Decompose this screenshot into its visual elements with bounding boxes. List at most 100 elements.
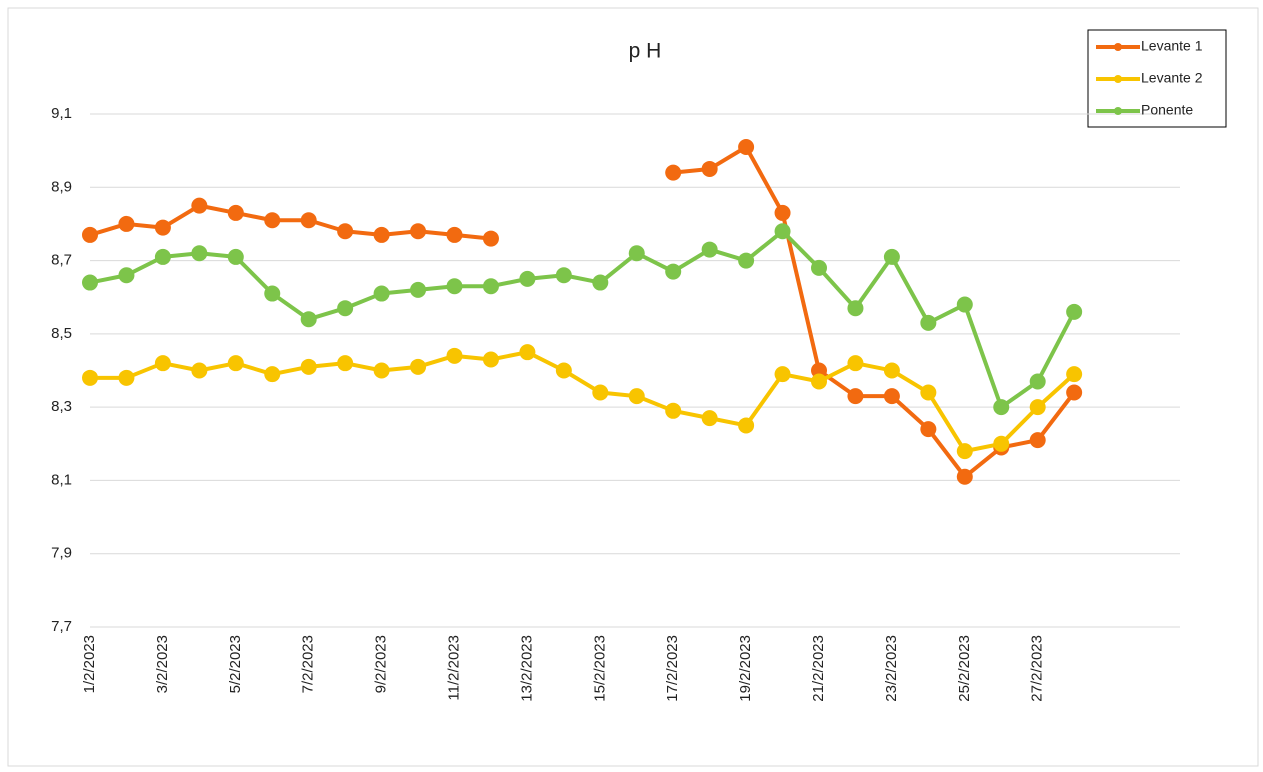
legend-marker xyxy=(1114,107,1122,115)
point xyxy=(628,245,645,262)
point xyxy=(118,267,135,284)
x-tick-label: 25/2/2023 xyxy=(956,635,973,702)
point xyxy=(993,435,1010,452)
point xyxy=(665,164,682,181)
x-tick-label: 17/2/2023 xyxy=(664,635,681,702)
point xyxy=(264,285,281,302)
point xyxy=(701,241,718,258)
point xyxy=(410,281,427,298)
point xyxy=(956,296,973,313)
legend-label: Levante 2 xyxy=(1141,70,1203,86)
point xyxy=(82,274,98,291)
point xyxy=(82,369,98,386)
point xyxy=(373,285,390,302)
x-tick-label: 1/2/2023 xyxy=(81,635,98,693)
point xyxy=(154,355,171,372)
point xyxy=(373,226,390,243)
point xyxy=(555,362,572,379)
point xyxy=(920,384,937,401)
x-tick-label: 19/2/2023 xyxy=(737,635,754,702)
y-tick-label: 8,7 xyxy=(51,252,72,269)
point xyxy=(446,347,463,364)
point xyxy=(82,226,98,243)
y-tick-label: 8,3 xyxy=(51,398,72,415)
x-tick-label: 7/2/2023 xyxy=(300,635,317,693)
point xyxy=(701,160,718,177)
point xyxy=(482,278,499,295)
point xyxy=(410,223,427,240)
point xyxy=(738,138,755,155)
point xyxy=(811,362,827,379)
point xyxy=(1066,303,1083,320)
point xyxy=(665,402,682,419)
x-tick-label: 15/2/2023 xyxy=(591,635,608,702)
legend-marker xyxy=(1114,43,1122,51)
point xyxy=(300,212,317,229)
y-tick-label: 7,7 xyxy=(51,618,72,635)
x-tick-label: 23/2/2023 xyxy=(883,635,900,702)
point xyxy=(482,351,499,368)
point xyxy=(883,362,900,379)
chart-frame xyxy=(7,7,1259,767)
point xyxy=(264,366,281,383)
point xyxy=(701,410,718,427)
y-tick-label: 8,1 xyxy=(51,471,72,488)
point xyxy=(373,362,390,379)
point xyxy=(883,248,900,265)
chart-title: p H xyxy=(629,40,662,63)
point xyxy=(482,230,499,247)
point xyxy=(227,248,244,265)
point xyxy=(811,259,827,276)
point xyxy=(1029,373,1046,390)
x-tick-label: 11/2/2023 xyxy=(445,635,462,701)
point xyxy=(191,245,208,262)
point xyxy=(628,388,645,405)
series-line xyxy=(90,350,1076,454)
y-tick-label: 8,5 xyxy=(51,325,72,342)
point xyxy=(300,311,317,328)
point xyxy=(883,388,900,405)
point xyxy=(154,248,171,265)
point xyxy=(956,468,973,485)
point xyxy=(592,274,609,291)
point xyxy=(847,388,864,405)
point xyxy=(847,300,864,317)
y-tick-label: 8,9 xyxy=(51,178,72,195)
x-tick-label: 9/2/2023 xyxy=(373,635,390,693)
point xyxy=(227,355,244,372)
point xyxy=(1029,432,1046,449)
point xyxy=(956,443,973,460)
legend-label: Levante 1 xyxy=(1141,38,1203,54)
point xyxy=(446,226,463,243)
x-tick-label: 5/2/2023 xyxy=(227,635,244,693)
point xyxy=(410,358,427,375)
point xyxy=(300,358,317,375)
point xyxy=(1066,384,1083,401)
y-tick-label: 9,1 xyxy=(51,105,72,122)
point xyxy=(337,223,354,240)
point xyxy=(774,204,791,221)
point xyxy=(519,270,536,287)
point xyxy=(774,223,791,240)
point xyxy=(592,384,609,401)
point xyxy=(1029,399,1046,416)
point xyxy=(519,344,536,361)
point xyxy=(920,421,937,438)
point xyxy=(264,212,281,229)
series-line xyxy=(89,229,1076,410)
point xyxy=(118,215,135,232)
x-tick-label: 3/2/2023 xyxy=(154,635,171,693)
x-tick-label: 21/2/2023 xyxy=(810,635,827,702)
point xyxy=(227,204,244,221)
point xyxy=(191,362,208,379)
point xyxy=(738,252,755,269)
point xyxy=(191,197,208,214)
x-tick-label: 27/2/2023 xyxy=(1029,635,1046,702)
legend-marker xyxy=(1114,75,1122,83)
y-tick-label: 7,9 xyxy=(51,545,72,562)
legend-label: Ponente xyxy=(1141,102,1193,118)
point xyxy=(337,355,354,372)
point xyxy=(337,300,354,317)
point xyxy=(811,373,827,390)
